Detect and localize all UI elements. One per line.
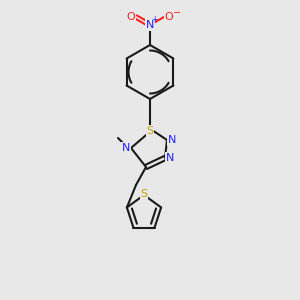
Text: −: − (173, 8, 181, 18)
Text: N: N (166, 153, 174, 163)
Text: N: N (168, 135, 176, 145)
Text: O: O (127, 12, 135, 22)
Text: +: + (151, 16, 157, 25)
Text: S: S (146, 126, 154, 136)
Text: N: N (146, 20, 154, 30)
Text: O: O (165, 12, 173, 22)
Text: N: N (122, 143, 130, 153)
Text: S: S (140, 189, 148, 199)
